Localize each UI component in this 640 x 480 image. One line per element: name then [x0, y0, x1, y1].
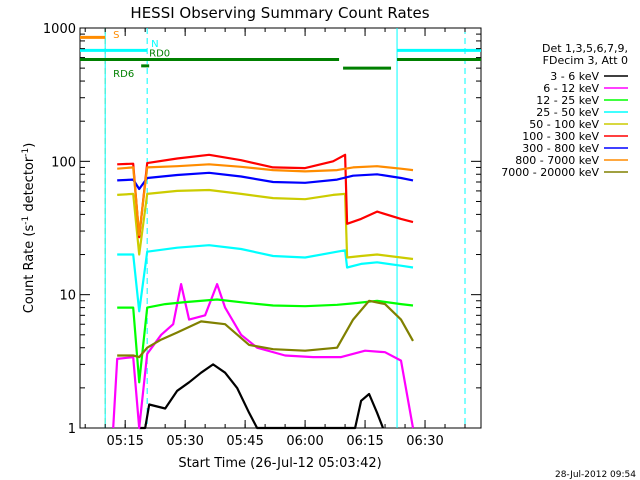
legend-header-0: Det 1,3,5,6,7,9, [542, 42, 628, 55]
series-line-4 [117, 188, 414, 261]
legend: Det 1,3,5,6,7,9,FDecim 3, Att 0 3 - 6 keV… [501, 42, 628, 179]
y-axis-label-superscript-1: -1 [21, 216, 31, 225]
y-axis: 1 10 100 1000 [43, 22, 481, 437]
y-axis-label-superscript-2: -1 [21, 148, 31, 157]
flag-label-2: RD0 [149, 49, 170, 60]
x-tick-label-5: 06:30 [406, 434, 443, 449]
legend-label-8: 7000 - 20000 keV [501, 166, 599, 179]
chart-title: HESSI Observing Summary Count Rates [130, 4, 429, 22]
y-axis-label-end: ) [22, 143, 37, 148]
legend-label-7: 800 - 7000 keV [515, 154, 599, 167]
legend-label-1: 6 - 12 keV [543, 82, 599, 95]
legend-label-0: 3 - 6 keV [550, 70, 599, 83]
y-axis-label-middle: detector [22, 156, 37, 216]
legend-label-2: 12 - 25 keV [536, 94, 599, 107]
series-line-8 [117, 299, 414, 359]
x-tick-label-0: 05:15 [106, 434, 143, 449]
y-tick-label-3: 1000 [43, 22, 76, 37]
legend-label-6: 300 - 800 keV [522, 142, 599, 155]
x-tick-label-1: 05:30 [166, 434, 203, 449]
y-axis-label-main: Count Rate (s [22, 225, 37, 314]
x-axis-label: Start Time (26-Jul-12 05:03:42) [178, 456, 381, 471]
series-line-3 [117, 244, 414, 313]
series-layer [112, 153, 415, 430]
series-line-1 [112, 283, 415, 430]
y-tick-label-0: 1 [68, 422, 76, 437]
x-tick-label-4: 06:15 [346, 434, 383, 449]
x-tick-label-2: 05:45 [226, 434, 263, 449]
flag-label-1: N [151, 39, 158, 50]
x-tick-label-3: 06:00 [286, 434, 323, 449]
timestamp: 28-Jul-2012 09:54 [555, 470, 636, 480]
y-axis-label: Count Rate (s-1 detector-1) [21, 143, 37, 314]
y-tick-label-1: 10 [59, 289, 76, 304]
series-line-7 [117, 163, 414, 237]
flag-label-3: RD6 [113, 69, 134, 80]
series-line-6 [117, 171, 414, 191]
series-line-0 [139, 363, 385, 430]
flag-label-0: S [113, 30, 119, 41]
legend-label-3: 25 - 50 keV [536, 106, 599, 119]
x-axis: 05:15 05:30 05:45 06:00 06:15 06:30 [84, 28, 466, 449]
legend-header-1: FDecim 3, Att 0 [543, 54, 628, 67]
legend-label-4: 50 - 100 keV [529, 118, 599, 131]
y-tick-label-2: 100 [51, 155, 76, 170]
legend-label-5: 100 - 300 keV [522, 130, 599, 143]
